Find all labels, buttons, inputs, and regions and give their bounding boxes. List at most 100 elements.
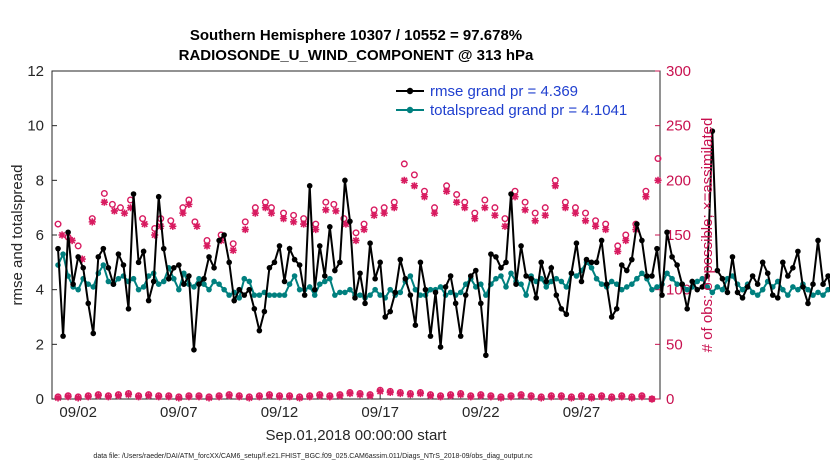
totalspread-point bbox=[593, 275, 600, 282]
rmse-point bbox=[281, 278, 288, 285]
totalspread-point bbox=[201, 281, 207, 288]
obs-assimilated-marker bbox=[481, 204, 489, 212]
totalspread-point bbox=[754, 292, 761, 298]
legend-box bbox=[388, 78, 658, 122]
obs-assimilated-marker bbox=[471, 215, 479, 223]
totalspread-point bbox=[100, 262, 107, 268]
rmse-point bbox=[362, 300, 368, 307]
totalspread-point bbox=[377, 292, 383, 298]
totalspread-point bbox=[714, 284, 721, 290]
x-tick-label: 09/17 bbox=[361, 404, 399, 421]
rmse-point bbox=[669, 254, 675, 260]
rmse-point bbox=[417, 259, 424, 266]
obs-assimilated-marker bbox=[360, 225, 368, 234]
totalspread-point bbox=[563, 284, 570, 290]
rmse-point bbox=[689, 278, 696, 285]
totalspread-point bbox=[347, 286, 353, 293]
obs-assimilated-marker bbox=[296, 394, 304, 402]
rmse-point bbox=[714, 267, 721, 274]
rmse-point bbox=[533, 295, 539, 301]
y-tick-label: 4 bbox=[36, 282, 44, 299]
obs-assimilated-marker bbox=[376, 387, 384, 395]
totalspread-point bbox=[483, 292, 489, 298]
obs-assimilated-marker bbox=[638, 393, 646, 401]
rmse-point bbox=[467, 273, 474, 279]
rmse-point bbox=[211, 265, 217, 271]
rmse-point bbox=[508, 191, 514, 197]
rmse-point bbox=[598, 237, 605, 244]
obs-possible-marker bbox=[453, 191, 461, 199]
rmse-point bbox=[231, 297, 237, 304]
obs-assimilated-marker bbox=[608, 394, 616, 402]
rmse-point bbox=[412, 322, 419, 329]
obs-assimilated-marker bbox=[497, 394, 505, 402]
totalspread-point bbox=[337, 289, 343, 296]
obs-assimilated-marker bbox=[169, 222, 177, 230]
rmse-point bbox=[80, 265, 87, 271]
rmse-point bbox=[452, 300, 459, 307]
obs-assimilated-marker bbox=[396, 389, 404, 398]
rmse-point bbox=[226, 259, 232, 266]
totalspread-point bbox=[357, 292, 363, 298]
obs-assimilated-marker bbox=[648, 395, 656, 403]
totalspread-point bbox=[327, 275, 333, 282]
totalspread-point bbox=[447, 289, 454, 296]
obs-possible-marker bbox=[108, 200, 116, 208]
totalspread-point bbox=[271, 292, 278, 298]
obs-possible-marker bbox=[54, 220, 62, 228]
rmse-point bbox=[357, 270, 363, 277]
x-tick-label: 09/22 bbox=[462, 404, 500, 421]
totalspread-point bbox=[613, 281, 620, 288]
totalspread-point bbox=[191, 284, 197, 290]
obs-assimilated-marker bbox=[436, 393, 445, 401]
totalspread-point bbox=[719, 286, 726, 293]
obs-assimilated-marker bbox=[507, 393, 515, 401]
totalspread-point bbox=[211, 278, 217, 285]
rmse-point bbox=[171, 265, 177, 271]
totalspread-point bbox=[85, 281, 92, 288]
x-axis-label: Sep.01,2018 00:00:00 start bbox=[266, 427, 448, 444]
obs-assimilated-marker bbox=[416, 389, 425, 398]
rmse-point bbox=[266, 265, 273, 271]
obs-assimilated-marker bbox=[581, 217, 590, 225]
obs-possible-marker bbox=[116, 204, 124, 212]
rmse-point bbox=[749, 273, 756, 279]
totalspread-point bbox=[558, 278, 565, 285]
obs-assimilated-marker bbox=[215, 393, 223, 401]
obs-possible-marker bbox=[531, 209, 539, 217]
totalspread-point bbox=[135, 286, 142, 293]
rmse-point bbox=[694, 286, 701, 293]
obs-assimilated-marker bbox=[400, 176, 408, 184]
obs-possible-marker bbox=[100, 189, 108, 197]
obs-assimilated-marker bbox=[457, 391, 465, 399]
obs-assimilated-marker bbox=[225, 392, 233, 400]
obs-assimilated-marker bbox=[654, 176, 662, 184]
obs-assimilated-marker bbox=[229, 246, 237, 254]
totalspread-point bbox=[342, 289, 348, 296]
rmse-point bbox=[261, 308, 268, 315]
obs-assimilated-marker bbox=[104, 393, 112, 401]
totalspread-point bbox=[306, 284, 313, 290]
totalspread-point bbox=[543, 284, 550, 290]
totalspread-point bbox=[588, 265, 595, 271]
obs-assimilated-marker bbox=[279, 215, 288, 223]
rmse-point bbox=[639, 237, 645, 244]
rmse-point bbox=[719, 275, 726, 282]
rmse-point bbox=[321, 273, 328, 279]
rmse-point bbox=[191, 347, 197, 353]
totalspread-point bbox=[266, 292, 273, 298]
obs-assimilated-marker bbox=[185, 200, 193, 208]
totalspread-point bbox=[105, 278, 112, 285]
rmse-point bbox=[664, 229, 670, 236]
obs-count-markers bbox=[54, 154, 662, 403]
rmse-point bbox=[593, 259, 600, 266]
series-lines bbox=[55, 128, 830, 359]
obs-possible-marker bbox=[74, 242, 82, 250]
rmse-point bbox=[140, 248, 147, 255]
totalspread-point bbox=[523, 292, 529, 298]
obs-assimilated-marker bbox=[255, 393, 263, 401]
totalspread-point bbox=[553, 275, 560, 282]
totalspread-point bbox=[181, 270, 187, 277]
rmse-point bbox=[558, 306, 565, 312]
obs-assimilated-marker bbox=[165, 393, 173, 401]
